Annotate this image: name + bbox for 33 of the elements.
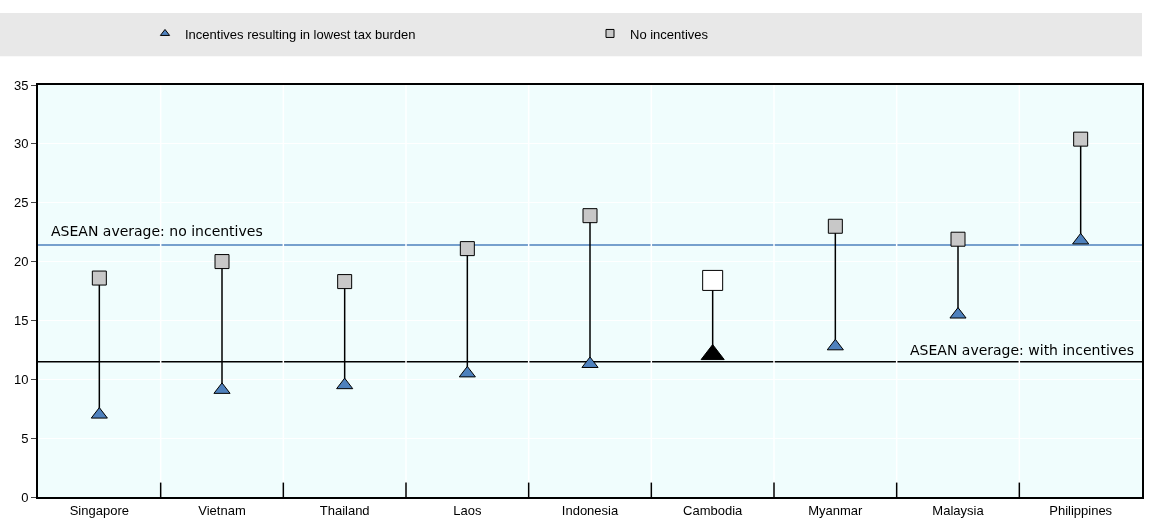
point xyxy=(337,274,353,290)
point xyxy=(1073,131,1089,147)
y-tick-label: 30 xyxy=(13,136,29,152)
y-tick-label: 25 xyxy=(13,195,29,211)
x-tick-label: Myanmar xyxy=(808,502,864,518)
point xyxy=(336,377,354,390)
y-tick-label: 20 xyxy=(13,254,29,270)
x-tick-label: Indonesia xyxy=(561,502,619,518)
x-tick-label: Malaysia xyxy=(932,502,985,518)
x-tick-label: Cambodia xyxy=(683,502,744,518)
x-tick-label: Laos xyxy=(453,502,482,518)
point xyxy=(91,270,107,286)
point xyxy=(458,365,476,378)
y-tick-label: 15 xyxy=(13,312,29,328)
x-tick-label: Vietnam xyxy=(198,502,246,518)
point xyxy=(827,218,843,234)
y-tick-label: 0 xyxy=(21,489,29,505)
y-tick-label: 5 xyxy=(21,430,29,446)
x-tick-label: Thailand xyxy=(319,502,370,518)
ref-line-label: ASEAN average: no incentives xyxy=(51,223,263,239)
point xyxy=(1072,232,1090,245)
point xyxy=(459,241,475,257)
x-tick-label: Philippines xyxy=(1049,502,1113,518)
y-tick-label: 35 xyxy=(13,77,29,93)
legend-label: No incentives xyxy=(630,26,709,42)
point xyxy=(582,208,598,224)
point xyxy=(214,254,230,270)
y-tick-label: 10 xyxy=(13,371,29,387)
x-tick-label: Singapore xyxy=(69,502,129,518)
point xyxy=(950,231,966,247)
legend-label: Incentives resulting in lowest tax burden xyxy=(185,26,416,42)
point xyxy=(826,338,844,351)
ref-line-label: ASEAN average: with incentives xyxy=(910,342,1134,358)
